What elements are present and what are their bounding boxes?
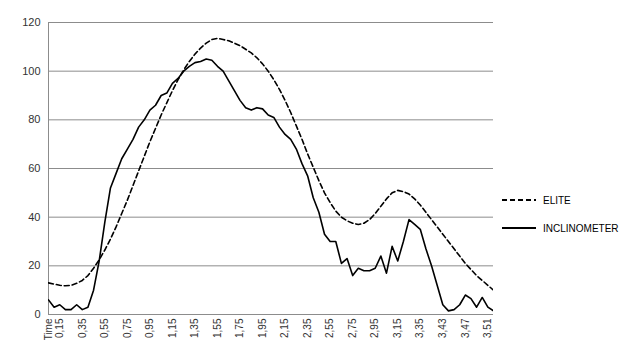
svg-text:0: 0 (34, 308, 40, 320)
svg-text:3,35: 3,35 (414, 318, 425, 338)
svg-text:1,95: 1,95 (257, 318, 268, 338)
svg-text:2,75: 2,75 (347, 318, 358, 338)
svg-text:3,15: 3,15 (392, 318, 403, 338)
svg-text:2,95: 2,95 (369, 318, 380, 338)
html-text:ELITE: ELITE (543, 194, 571, 206)
svg-text:3,51: 3,51 (482, 318, 493, 338)
svg-text:80: 80 (28, 113, 40, 125)
svg-text:1,15: 1,15 (167, 318, 178, 338)
svg-text:0,55: 0,55 (99, 318, 110, 338)
svg-text:0,75: 0,75 (122, 318, 133, 338)
svg-text:40: 40 (28, 211, 40, 223)
html-text:INCLINOMETER: INCLINOMETER (543, 222, 619, 234)
svg-text:120: 120 (22, 16, 40, 28)
svg-text:3,43: 3,43 (437, 318, 448, 338)
svg-text:2,55: 2,55 (324, 318, 335, 338)
svg-text:2,35: 2,35 (302, 318, 313, 338)
svg-text:1,35: 1,35 (189, 318, 200, 338)
svg-text:2,15: 2,15 (279, 318, 290, 338)
svg-text:60: 60 (28, 162, 40, 174)
svg-text:0,95: 0,95 (144, 318, 155, 338)
svg-text:0,15: 0,15 (54, 318, 65, 338)
svg-text:1,75: 1,75 (234, 318, 245, 338)
svg-text:Time: Time (43, 318, 54, 340)
svg-text:1,55: 1,55 (212, 318, 223, 338)
svg-text:100: 100 (22, 65, 40, 77)
svg-text:0,35: 0,35 (76, 318, 87, 338)
svg-text:20: 20 (28, 259, 40, 271)
svg-text:3,47: 3,47 (460, 318, 471, 338)
